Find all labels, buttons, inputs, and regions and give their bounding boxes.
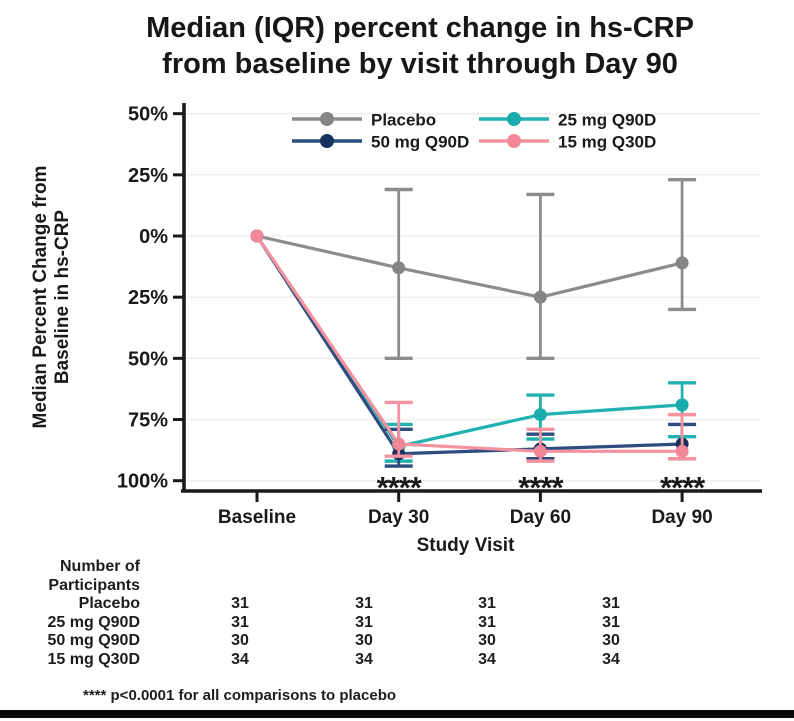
x-tick-label: Day 60 [510, 507, 571, 528]
significance-asterisks: **** [377, 470, 423, 505]
bottom-divider-bar [0, 710, 794, 718]
table-row-header-1: Number of [0, 558, 700, 577]
row-label: Number of [60, 558, 140, 575]
table-row-placebo: Placebo 31 31 31 31 [0, 595, 700, 614]
legend-item [292, 112, 362, 126]
row-label: Participants [48, 576, 140, 594]
series-25-mg-q90d [250, 229, 697, 463]
row-label: Placebo [78, 595, 140, 612]
y-tick-label: 50% [128, 104, 168, 126]
table-row-15-mg-q30d: 15 mg Q30D 34 34 34 34 [0, 651, 700, 670]
participant-count: 31 [602, 613, 620, 631]
participant-count: 34 [231, 650, 249, 668]
y-axis-title-line1: Median Percent Change from [30, 166, 51, 429]
participant-count: 30 [478, 632, 496, 649]
participant-count: 34 [478, 650, 496, 668]
y-tick-label: 100% [117, 471, 168, 493]
legend-label: 15 mg Q30D [558, 133, 656, 152]
table-row-25-mg-q90d: 25 mg Q90D 31 31 31 31 [0, 614, 700, 633]
y-tick-label: 25% [128, 287, 168, 309]
y-tick-label: 50% [128, 348, 168, 370]
participant-count: 30 [231, 632, 249, 649]
participant-count: 34 [602, 650, 620, 668]
x-tick-label: Day 90 [651, 507, 712, 528]
data-point-marker [392, 261, 406, 275]
participant-count: 30 [355, 632, 373, 649]
series-15-mg-q30d [250, 229, 697, 463]
hs-crp-line-chart: 50% 25% 0% 25% 50% 75% 100% Baseline Day 30 Day 6… [30, 103, 762, 556]
y-tick-label: 0% [139, 226, 168, 248]
chart-title-line1: Median (IQR) percent change in hs-CRP [146, 12, 694, 44]
legend-item [292, 134, 362, 148]
data-point-marker [250, 229, 264, 243]
data-point-marker [533, 290, 547, 304]
data-point-marker [392, 437, 406, 451]
row-label: 50 mg Q90D [47, 632, 140, 649]
participant-count: 31 [231, 613, 249, 631]
participant-count: 34 [355, 650, 373, 668]
participant-count: 31 [355, 595, 373, 612]
chart-title: Median (IQR) percent change in hs-CRP fr… [60, 10, 780, 82]
series-line [255, 235, 683, 453]
chart-title-line2: from baseline by visit through Day 90 [162, 48, 678, 80]
legend-item [479, 112, 549, 126]
data-point-marker [675, 256, 689, 270]
significance-asterisks: **** [660, 470, 706, 505]
table-row-50-mg-q90d: 50 mg Q90D 30 30 30 30 [0, 632, 700, 651]
x-tick-label: Baseline [218, 507, 296, 528]
table-row-header-2: Participants [0, 577, 700, 596]
series-line [256, 234, 683, 299]
participant-count: 30 [602, 632, 620, 649]
y-axis-title-line2: Baseline in hs-CRP [52, 210, 73, 385]
legend-label: 25 mg Q90D [558, 111, 656, 130]
legend-marker [507, 112, 521, 126]
participant-count: 31 [478, 595, 496, 612]
row-label: 25 mg Q90D [47, 613, 140, 631]
row-label: 15 mg Q30D [47, 650, 140, 668]
legend-label: Placebo [371, 111, 436, 130]
series-line [255, 235, 683, 449]
legend-item [479, 134, 549, 148]
significance-footnote: **** p<0.0001 for all comparisons to pla… [83, 687, 397, 704]
y-tick-label: 75% [128, 410, 168, 432]
participant-count: 31 [231, 595, 249, 612]
participant-count: 31 [478, 613, 496, 631]
legend-marker [320, 134, 334, 148]
data-point-marker [533, 444, 547, 458]
x-tick-label: Day 30 [368, 507, 429, 528]
participant-count: 31 [355, 613, 373, 631]
data-point-marker [533, 408, 547, 422]
legend-label: 50 mg Q90D [371, 133, 469, 152]
y-tick-label: 25% [128, 165, 168, 187]
participants-table: Number of Participants Placebo 31 31 31 31 25 m… [0, 558, 700, 669]
data-point-marker [675, 444, 689, 458]
legend-marker [320, 112, 334, 126]
significance-asterisks: **** [518, 470, 564, 505]
x-axis-title: Study Visit [417, 535, 516, 556]
legend-marker [507, 134, 521, 148]
series-line [255, 235, 683, 456]
data-point-marker [675, 398, 689, 412]
participant-count: 31 [602, 595, 620, 612]
